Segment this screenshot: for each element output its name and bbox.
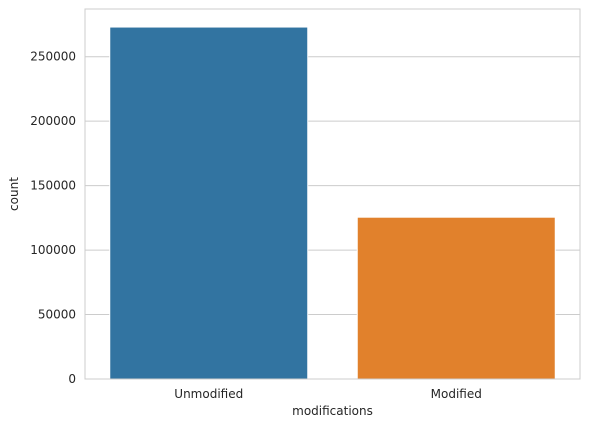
y-tick-label: 50000 [38,308,76,322]
y-tick-label: 150000 [30,179,76,193]
x-tick-label: Modified [431,387,482,401]
y-axis-label: count [7,177,21,211]
y-tick-label: 250000 [30,50,76,64]
y-tick-label: 0 [68,372,76,386]
x-axis-label: modifications [292,404,373,418]
x-tick-label: Unmodified [174,387,243,401]
bar-modified [356,216,556,380]
x-tick-labels: Unmodified Modified [174,387,482,401]
plot-frame [84,8,581,380]
bar-unmodified [109,26,309,380]
y-tick-label: 200000 [30,114,76,128]
y-tick-labels: 0 50000 100000 150000 200000 250000 [30,50,76,386]
bars [109,26,556,380]
y-tick-label: 100000 [30,243,76,257]
